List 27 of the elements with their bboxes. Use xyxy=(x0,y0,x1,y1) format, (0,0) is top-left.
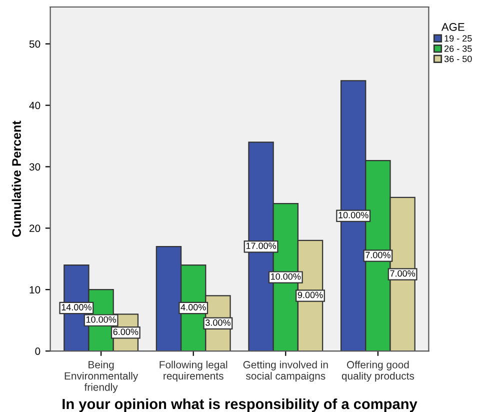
annotation: 17.00% xyxy=(246,242,276,250)
y-tick-label: 10 xyxy=(30,286,40,294)
legend-label: 26 - 35 xyxy=(444,45,472,52)
x-tick-label: Following legal requirements xyxy=(160,360,228,382)
y-tick-label: 20 xyxy=(30,224,40,232)
legend-title: AGE xyxy=(441,23,464,31)
x-axis-title: In your opinion what is responsibility of a company xyxy=(62,398,418,412)
annotation: 7.00% xyxy=(390,270,416,277)
y-tick-label: 40 xyxy=(29,102,40,110)
legend-label: 19 - 25 xyxy=(444,35,472,42)
x-tick-label: Getting involved in social campaigns xyxy=(243,360,328,382)
annotation: 3.00% xyxy=(206,319,230,326)
annotation: 10.00% xyxy=(338,212,368,218)
annotation: 4.00% xyxy=(180,304,206,310)
x-tick-label: Offering good quality products xyxy=(342,360,414,382)
annotation: 6.00% xyxy=(113,328,138,336)
y-axis-title: Cumulative Percent xyxy=(12,120,21,237)
y-tick-label: 50 xyxy=(29,40,40,48)
annotation: 10.00% xyxy=(86,316,116,323)
y-tick-label: 30 xyxy=(29,163,40,171)
annotation: 14.00% xyxy=(62,304,92,310)
y-tick-label: 0 xyxy=(35,348,40,355)
annotation: 10.00% xyxy=(271,273,301,280)
legend-label: 36 - 50 xyxy=(444,56,472,62)
annotation: 9.00% xyxy=(298,292,323,298)
annotation: 7.00% xyxy=(366,252,390,258)
x-tick-label: Being Environmentally friendly xyxy=(64,360,138,393)
